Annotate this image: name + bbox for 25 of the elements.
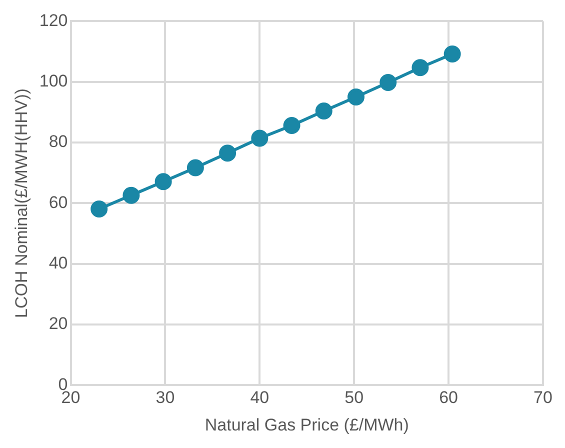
point: [186, 159, 204, 176]
x-tick-label: 70: [534, 388, 552, 408]
y-axis-title: LCOH Nominal(£/MWH(HHV)): [12, 88, 31, 318]
y-tick-label: 60: [48, 192, 68, 212]
x-tick-label: 60: [439, 388, 458, 408]
y-tick-label: 80: [48, 132, 68, 152]
y-tick-label: 40: [48, 254, 68, 273]
point: [154, 173, 172, 190]
point: [315, 102, 332, 120]
point: [219, 144, 236, 162]
point: [347, 88, 364, 106]
y-tick-label: 120: [39, 10, 68, 30]
point: [251, 130, 268, 147]
x-tick-label: 50: [344, 388, 364, 408]
point: [283, 117, 300, 134]
x-tick-label: 40: [250, 388, 270, 408]
point: [90, 200, 108, 218]
point: [444, 45, 461, 62]
y-tick-label: 100: [39, 72, 68, 91]
y-tick-label: 20: [48, 314, 68, 334]
point: [412, 59, 429, 76]
x-tick-label: 30: [156, 388, 175, 408]
x-axis-title: Natural Gas Price (£/MWh): [204, 415, 409, 434]
point: [380, 74, 397, 91]
point: [122, 186, 140, 204]
